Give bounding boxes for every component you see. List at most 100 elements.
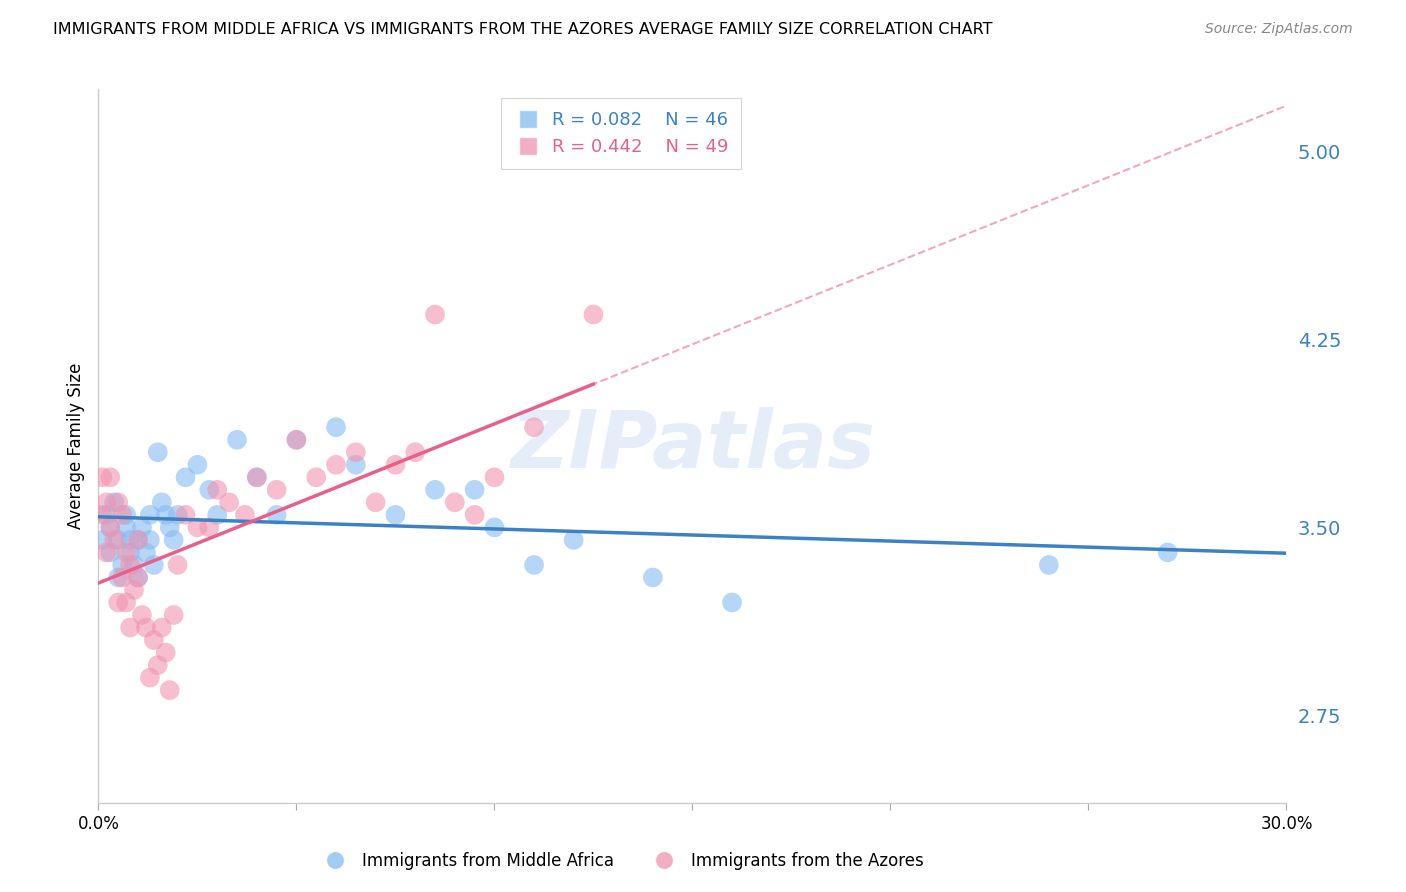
Point [285,433,308,447]
Point [91,508,114,522]
Point [120,621,142,635]
Point [207,508,229,522]
Point [384,508,406,522]
Point [285,433,308,447]
Point [423,483,446,497]
Point [198,483,221,497]
Point [103,533,125,547]
Point [98,520,121,534]
Point [96,495,118,509]
Point [384,458,406,472]
Point [139,508,162,522]
Point [344,458,367,472]
Point [96,508,118,522]
Point [464,483,486,497]
Point [325,420,347,434]
Point [91,533,114,547]
Point [562,533,585,547]
Point [107,533,129,547]
Y-axis label: Average Family Size: Average Family Size [66,363,84,529]
Point [107,595,129,609]
Point [404,445,426,459]
Point [484,470,506,484]
Point [155,646,177,660]
Point [233,508,256,522]
Point [135,621,157,635]
Text: ZIPatlas: ZIPatlas [510,407,875,485]
Point [127,533,149,547]
Point [266,483,288,497]
Point [325,458,347,472]
Point [131,607,153,622]
Point [207,483,229,497]
Point [150,495,173,509]
Point [721,595,744,609]
Legend: Immigrants from Middle Africa, Immigrants from the Azores: Immigrants from Middle Africa, Immigrant… [312,846,931,877]
Point [127,570,149,584]
Point [139,533,162,547]
Point [111,508,134,522]
Point [1038,558,1060,572]
Point [159,683,181,698]
Point [120,545,142,559]
Point [444,495,467,509]
Point [484,520,506,534]
Point [344,445,367,459]
Point [127,533,149,547]
Text: IMMIGRANTS FROM MIDDLE AFRICA VS IMMIGRANTS FROM THE AZORES AVERAGE FAMILY SIZE : IMMIGRANTS FROM MIDDLE AFRICA VS IMMIGRA… [53,22,993,37]
Point [174,470,197,484]
Point [266,508,288,522]
Point [166,558,188,572]
Point [582,308,605,322]
Point [120,558,142,572]
Point [142,558,165,572]
Point [246,470,269,484]
Point [641,570,664,584]
Point [246,470,269,484]
Point [115,508,138,522]
Point [107,570,129,584]
Point [122,582,145,597]
Point [464,508,486,522]
Point [423,308,446,322]
Point [91,470,114,484]
Point [139,671,162,685]
Text: Source: ZipAtlas.com: Source: ZipAtlas.com [1205,22,1353,37]
Point [305,470,328,484]
Point [115,595,138,609]
Point [98,545,121,559]
Point [107,495,129,509]
Point [146,658,169,673]
Point [155,508,177,522]
Point [135,545,157,559]
Point [115,520,138,534]
Point [198,520,221,534]
Point [111,558,134,572]
Point [364,495,387,509]
Point [166,508,188,522]
Point [163,607,186,622]
Point [142,633,165,648]
Point [120,533,142,547]
Point [226,433,249,447]
Point [122,558,145,572]
Point [186,458,208,472]
Point [146,445,169,459]
Point [115,545,138,559]
Point [159,520,181,534]
Point [131,520,153,534]
Point [218,495,240,509]
Point [174,508,197,522]
Point [98,470,121,484]
Point [523,558,546,572]
Point [96,545,118,559]
Point [127,570,149,584]
Point [111,570,134,584]
Point [98,520,121,534]
Point [186,520,208,534]
Point [150,621,173,635]
Point [523,420,546,434]
Point [1156,545,1178,559]
Point [163,533,186,547]
Point [103,495,125,509]
